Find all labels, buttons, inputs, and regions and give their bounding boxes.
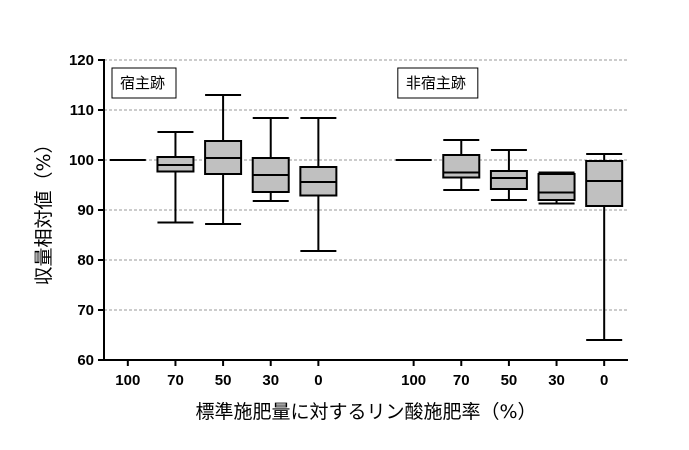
iqr-box bbox=[585, 160, 624, 207]
y-axis-ticks: 60 70 80 90 100 110 120 bbox=[69, 52, 104, 369]
box-series bbox=[109, 94, 624, 341]
group-label-frame bbox=[397, 67, 479, 99]
y-tick-label: 110 bbox=[70, 102, 94, 119]
group-label: 宿主跡 bbox=[111, 67, 177, 99]
x-tick-label: 100 bbox=[115, 372, 140, 389]
iqr-box bbox=[489, 170, 528, 190]
y-tick-label: 90 bbox=[77, 202, 94, 219]
x-tick-label: 30 bbox=[548, 372, 565, 389]
x-tick-label: 0 bbox=[600, 372, 608, 389]
group-label-text: 非宿主跡 bbox=[406, 74, 466, 92]
y-tick-label: 60 bbox=[77, 352, 94, 369]
x-tick-label: 0 bbox=[314, 372, 322, 389]
x-tick-label: 50 bbox=[215, 372, 232, 389]
x-tick-label: 70 bbox=[167, 372, 184, 389]
x-tick-label: 100 bbox=[401, 372, 426, 389]
y-tick-label: 100 bbox=[69, 152, 94, 169]
y-tick-label: 80 bbox=[77, 252, 94, 269]
x-tick-label: 50 bbox=[501, 372, 518, 389]
y-tick-label: 120 bbox=[69, 52, 94, 69]
group-labels: 宿主跡 非宿主跡 bbox=[111, 67, 479, 99]
x-tick-label: 70 bbox=[453, 372, 470, 389]
x-tick-label: 30 bbox=[262, 372, 279, 389]
y-axis-title: 収量相対値（%） bbox=[33, 134, 55, 285]
group-label: 非宿主跡 bbox=[397, 67, 479, 99]
x-axis-ticks: 100 70 50 30 0 100 70 50 30 0 bbox=[115, 360, 608, 389]
group-label-text: 宿主跡 bbox=[120, 74, 165, 92]
iqr-box bbox=[537, 173, 576, 201]
group-label-frame bbox=[111, 67, 177, 99]
iqr-box bbox=[442, 154, 481, 179]
y-tick-label: 70 bbox=[77, 302, 94, 319]
x-axis-title: 標準施肥量に対するリン酸施肥率（%） bbox=[195, 401, 536, 423]
